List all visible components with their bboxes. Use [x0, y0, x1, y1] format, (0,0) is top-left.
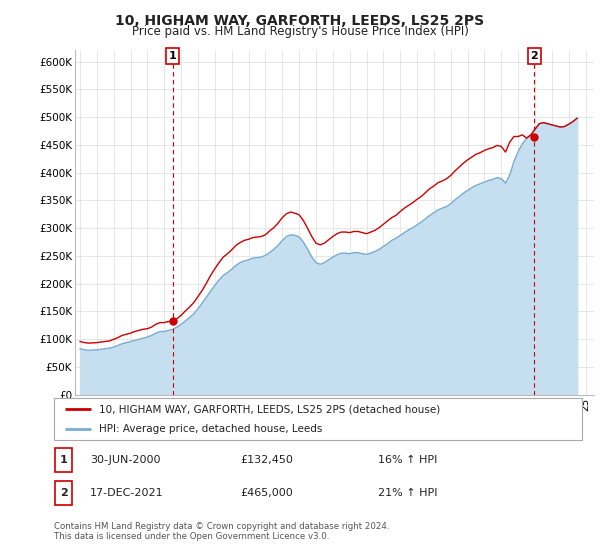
- Text: 2: 2: [530, 51, 538, 61]
- Text: Price paid vs. HM Land Registry's House Price Index (HPI): Price paid vs. HM Land Registry's House …: [131, 25, 469, 38]
- Text: 10, HIGHAM WAY, GARFORTH, LEEDS, LS25 2PS (detached house): 10, HIGHAM WAY, GARFORTH, LEEDS, LS25 2P…: [99, 404, 440, 414]
- Text: 17-DEC-2021: 17-DEC-2021: [90, 488, 164, 498]
- Text: 10, HIGHAM WAY, GARFORTH, LEEDS, LS25 2PS: 10, HIGHAM WAY, GARFORTH, LEEDS, LS25 2P…: [115, 14, 485, 28]
- FancyBboxPatch shape: [54, 398, 582, 440]
- Text: 2: 2: [60, 488, 67, 498]
- Text: 30-JUN-2000: 30-JUN-2000: [90, 455, 161, 465]
- Text: 16% ↑ HPI: 16% ↑ HPI: [378, 455, 437, 465]
- Text: £465,000: £465,000: [240, 488, 293, 498]
- Text: 21% ↑ HPI: 21% ↑ HPI: [378, 488, 437, 498]
- Text: HPI: Average price, detached house, Leeds: HPI: Average price, detached house, Leed…: [99, 424, 322, 434]
- FancyBboxPatch shape: [55, 447, 72, 472]
- Text: 1: 1: [60, 455, 67, 465]
- Text: Contains HM Land Registry data © Crown copyright and database right 2024.
This d: Contains HM Land Registry data © Crown c…: [54, 522, 389, 542]
- Text: 1: 1: [169, 51, 176, 61]
- FancyBboxPatch shape: [55, 481, 72, 506]
- Text: £132,450: £132,450: [240, 455, 293, 465]
